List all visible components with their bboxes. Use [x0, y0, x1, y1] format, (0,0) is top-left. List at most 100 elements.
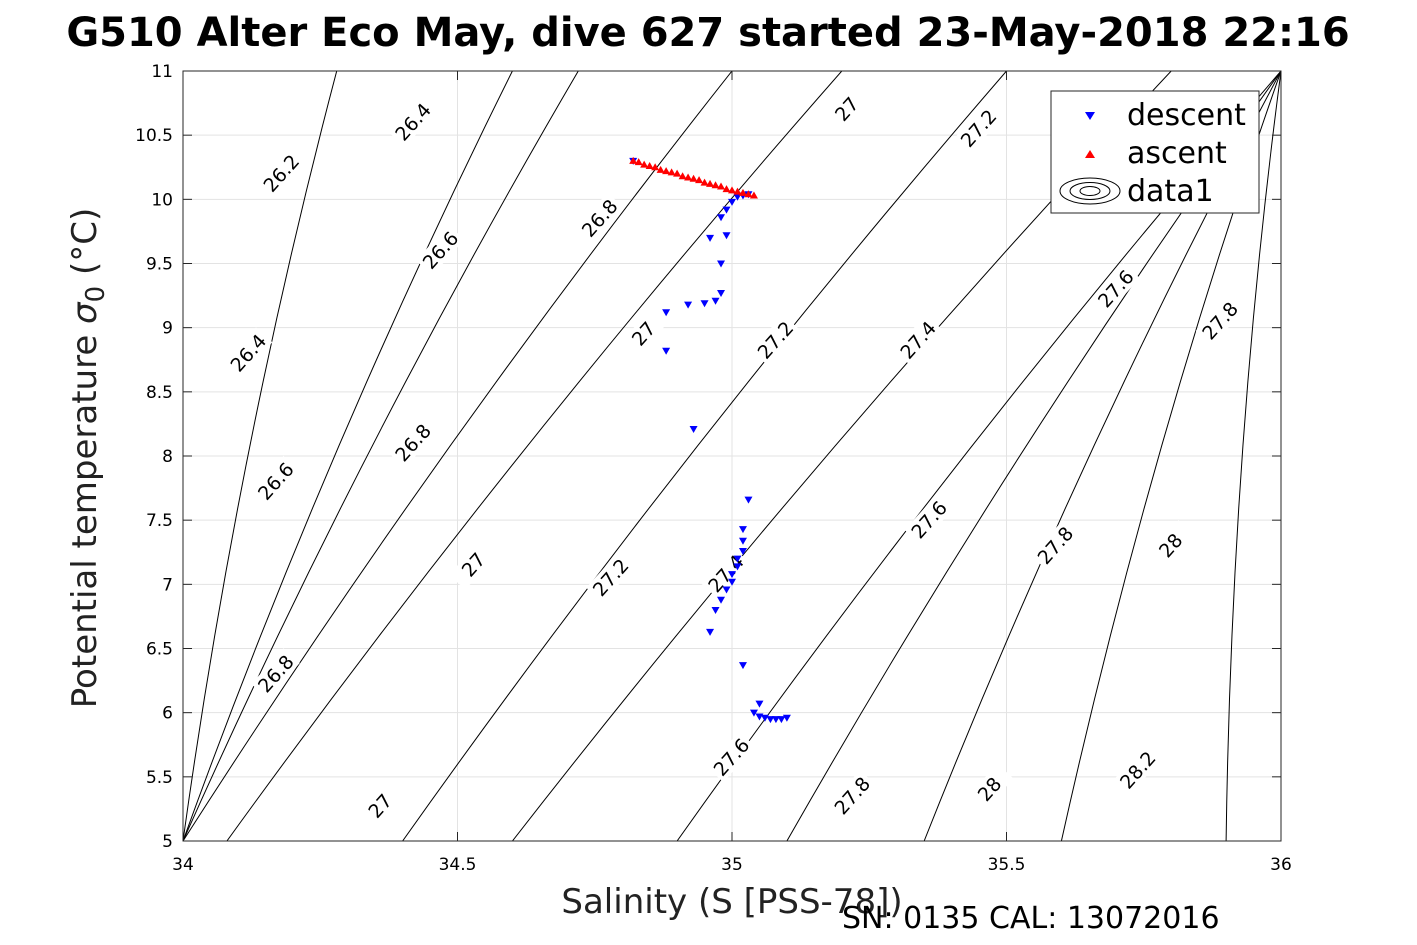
descent-point — [728, 578, 736, 586]
contour-label-bg — [1113, 744, 1162, 795]
legend-label-descent: descent — [1127, 98, 1246, 133]
descent-point — [684, 301, 693, 309]
descent-point — [782, 714, 791, 722]
ascent-point — [749, 191, 758, 199]
ascent-point — [684, 173, 693, 181]
x-tick-label: 35 — [721, 855, 743, 875]
y-tick-label: 5 — [162, 832, 173, 852]
ascent-point — [695, 176, 704, 184]
ascent-point — [717, 182, 726, 190]
contour-label-bg — [619, 308, 668, 359]
y-tick-label: 8.5 — [146, 383, 173, 403]
contour-label-bg — [586, 552, 635, 603]
y-tick-label: 9.5 — [146, 255, 173, 275]
contour-label-bg — [904, 494, 954, 545]
contour-label-bg — [822, 83, 871, 135]
descent-point — [766, 716, 775, 724]
x-tick-label: 36 — [1270, 855, 1292, 875]
series-ascent — [629, 156, 758, 199]
contour-line-28.4 — [1225, 71, 1281, 841]
contour-label-bg — [388, 417, 438, 468]
descent-point — [733, 555, 742, 563]
y-axis-label: Potential temperature σ0 (°C) — [65, 208, 111, 708]
ascent-point — [733, 187, 742, 195]
y-axis-label-text: Potential temperature — [65, 324, 105, 708]
y-axis-label-sigma: σ — [65, 301, 105, 324]
contour-label-bg — [575, 192, 624, 244]
y-axis-label-unit: (°C) — [65, 208, 105, 286]
y-axis-label-subscript: 0 — [81, 286, 111, 303]
ascent-point — [634, 158, 643, 166]
descent-point — [700, 300, 709, 308]
contour-label-bg — [1195, 295, 1245, 346]
legend: descent ascent data1 — [1050, 90, 1260, 214]
legend-marker-data1 — [1059, 177, 1121, 205]
descent-point — [711, 607, 720, 614]
contour-line-26.4 — [183, 71, 513, 841]
ascent-point — [744, 190, 753, 198]
x-tick-label: 35.5 — [988, 855, 1026, 875]
ascent-point — [689, 174, 698, 182]
contour-label-bg — [256, 147, 306, 199]
descent-point — [771, 716, 780, 724]
contour-line-26.8 — [183, 71, 733, 841]
serial-calibration-footer: SN: 0135 CAL: 13072016 — [842, 901, 1220, 936]
descent-point — [711, 297, 720, 305]
chart-title: G510 Alter Eco May, dive 627 started 23-… — [66, 10, 1349, 56]
legend-marker-descent — [1085, 112, 1095, 120]
y-tick-label: 10.5 — [135, 126, 173, 146]
descent-point — [738, 547, 747, 555]
contour-label-bg — [707, 731, 756, 783]
contour-label-bg — [965, 763, 1014, 815]
ascent-point — [673, 169, 682, 177]
contour-line-27.2 — [402, 71, 1007, 841]
descent-point — [717, 260, 726, 268]
descent-point — [755, 700, 764, 708]
descent-point — [706, 628, 715, 636]
descent-point — [744, 496, 753, 504]
ascent-point — [667, 168, 676, 176]
descent-point — [717, 596, 726, 604]
x-axis-label: Salinity (S [PSS-78]) — [561, 882, 902, 922]
y-tick-label: 11 — [151, 62, 173, 82]
x-tick-label: 34 — [172, 855, 194, 875]
y-tick-label: 7 — [162, 575, 173, 595]
descent-point — [738, 662, 747, 670]
descent-point — [728, 198, 736, 206]
descent-point — [662, 309, 671, 317]
ascent-point — [651, 163, 660, 171]
contour-label-bg — [223, 327, 273, 378]
contour-label-bg — [954, 102, 1003, 154]
contour-line-27 — [226, 71, 843, 841]
ascent-point — [645, 161, 654, 169]
contour-line-26.6 — [183, 71, 579, 841]
ascent-point — [629, 156, 638, 164]
contour-label-bg — [1030, 519, 1080, 571]
ascent-point — [662, 167, 671, 175]
descent-point — [662, 347, 671, 355]
contour-label-bg — [388, 96, 438, 147]
legend-box — [1050, 90, 1260, 214]
contour-label: 27.4 — [893, 314, 943, 366]
descent-point — [717, 214, 726, 222]
contour-label-bg — [251, 455, 300, 507]
ascent-point — [706, 179, 715, 187]
y-tick-label: 7.5 — [146, 511, 173, 531]
descent-point — [738, 526, 747, 534]
ascent-point — [711, 181, 720, 189]
descent-point — [738, 537, 747, 545]
y-tick-label: 9 — [162, 319, 173, 339]
contour-label-bg — [251, 648, 300, 699]
descent-point — [689, 426, 698, 434]
contour-line-26.2 — [183, 71, 338, 841]
legend-label-data1: data1 — [1127, 174, 1214, 209]
contour-label-bg — [448, 539, 498, 590]
contour-label-bg — [893, 314, 943, 366]
legend-label-ascent: ascent — [1127, 136, 1227, 171]
series-descent — [629, 157, 791, 724]
ascent-point — [738, 188, 747, 196]
y-axis-ticks: 5 5.5 6 6.5 7 7.5 8 8.5 9 9.5 10 10.5 11 — [135, 62, 1281, 852]
descent-point — [733, 563, 742, 571]
descent-point — [722, 586, 731, 594]
